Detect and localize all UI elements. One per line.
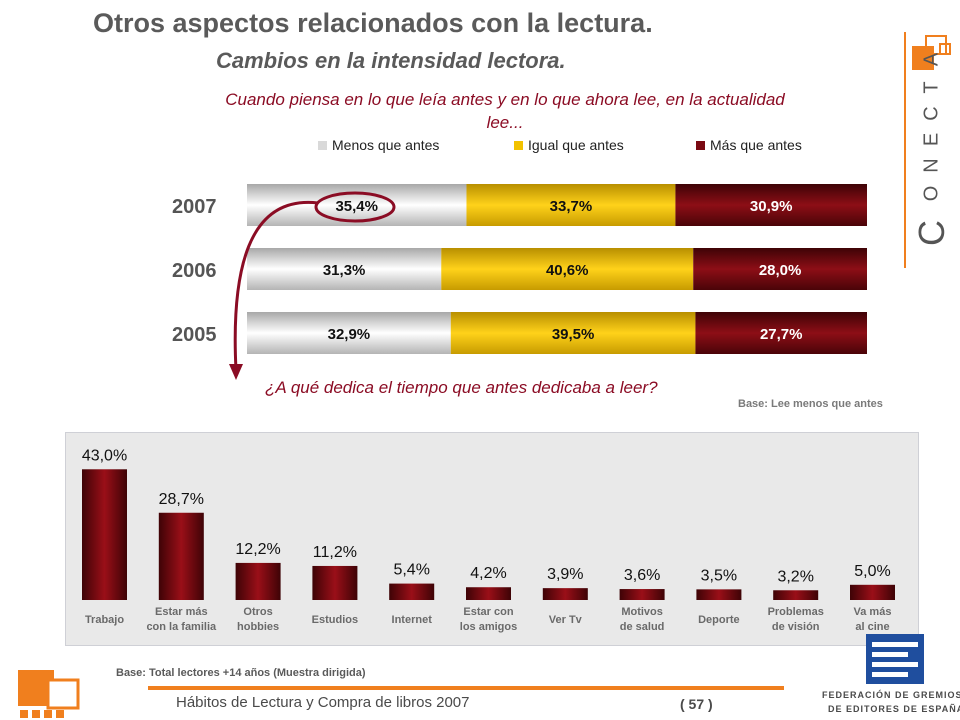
bar-value-label: 28,7%: [159, 491, 204, 508]
stacked-bar-chart: Menos que antes Igual que antes Más que an…: [172, 137, 867, 354]
category-label: Problemas de visión: [768, 606, 824, 633]
legend-label: Igual que antes: [528, 137, 624, 153]
bar-segment: [450, 312, 696, 354]
category-label: Estar con los amigos: [460, 606, 517, 633]
legend-swatch: [318, 141, 327, 150]
footer-rule: [148, 686, 784, 690]
page-title: Otros aspectos relacionados con la lectu…: [93, 8, 653, 38]
bar-value-label: 5,4%: [393, 562, 429, 579]
legend-label: Más que antes: [710, 137, 802, 153]
bar-value-label: 11,2%: [313, 544, 357, 561]
category-label: Motivos de salud: [620, 606, 665, 633]
category-label: Deporte: [698, 614, 740, 626]
bar-value-label: 3,2%: [777, 568, 813, 585]
bar-value-label: 12,2%: [235, 541, 280, 558]
bar-value-label: 4,2%: [470, 565, 506, 582]
segment-label: 35,4%: [335, 198, 378, 215]
category-label: Otros hobbies: [237, 606, 279, 633]
legend-label: Menos que antes: [332, 137, 439, 153]
bar: [82, 469, 127, 600]
base-note: Base: Total lectores +14 años (Muestra d…: [116, 667, 366, 679]
bar-segment: [693, 248, 867, 290]
bar: [542, 588, 588, 600]
bar: [312, 565, 358, 600]
category-label: Estar más con la familia: [146, 606, 217, 633]
year-label: 2007: [172, 196, 217, 218]
bar: [619, 589, 665, 600]
legend-swatch: [696, 141, 705, 150]
bar: [466, 587, 511, 600]
bar-segment: [466, 184, 676, 226]
page-subtitle: Cambios en la intensidad lectora.: [216, 48, 566, 73]
bar-chart-panel: [65, 432, 919, 646]
legend-swatch: [514, 141, 523, 150]
footer-source: Hábitos de Lectura y Compra de libros 20…: [176, 694, 470, 711]
segment-label: 39,5%: [552, 326, 595, 343]
brand-letter: C: [911, 220, 952, 246]
segment-label: 33,7%: [550, 198, 593, 215]
bar-value-label: 5,0%: [854, 563, 890, 580]
bar-segment: [247, 184, 467, 226]
category-label: Internet: [392, 614, 433, 626]
bar-value-label: 3,6%: [624, 567, 660, 584]
bar: [696, 589, 742, 600]
page-number: ( 57 ): [680, 696, 713, 712]
bar-segment: [695, 312, 867, 354]
segment-label: 32,9%: [328, 326, 371, 343]
footer-logo-icon: [18, 670, 80, 718]
bar-segment: [675, 184, 867, 226]
bar-value-label: 3,5%: [701, 567, 737, 584]
bar: [158, 512, 204, 600]
bar: [235, 562, 281, 600]
federation-name-line1: FEDERACIÓN DE GREMIOS: [822, 690, 960, 700]
bar-value-label: 43,0%: [82, 447, 127, 464]
year-label: 2006: [172, 260, 217, 282]
bar-segment: [247, 312, 451, 354]
category-label: Estudios: [312, 614, 358, 626]
bar: [773, 590, 819, 600]
bar-segment: [441, 248, 694, 290]
federation-logo-icon: [866, 634, 924, 684]
federation-name-line2: DE EDITORES DE ESPAÑA: [828, 704, 960, 714]
segment-label: 28,0%: [759, 262, 802, 279]
brand-logo-icon: [912, 35, 951, 70]
bar-chart: 43,0% Trabajo 28,7% Estar más con la familia…: [82, 447, 895, 633]
year-label: 2005: [172, 324, 217, 346]
category-label: Ver Tv: [549, 614, 583, 626]
bar-segment: [247, 248, 442, 290]
bar-chart-base-note: Base: Lee menos que antes: [738, 398, 883, 410]
segment-label: 31,3%: [323, 262, 366, 279]
bar-value-label: 3,9%: [547, 566, 583, 583]
stacked-chart-title: Cuando piensa en lo que leía antes y en …: [225, 90, 785, 132]
bar: [850, 584, 895, 600]
category-label: Va más al cine: [854, 606, 892, 633]
bar: [389, 583, 435, 600]
segment-label: 30,9%: [750, 198, 793, 215]
category-label: Trabajo: [85, 614, 124, 626]
segment-label: 27,7%: [760, 326, 803, 343]
brand-letter: A: [920, 52, 943, 67]
bar-chart-title: ¿A qué dedica el tiempo que antes dedica…: [265, 378, 658, 397]
segment-label: 40,6%: [546, 262, 589, 279]
annotation-arrow-icon: [229, 191, 396, 380]
brand-divider: [904, 32, 906, 268]
